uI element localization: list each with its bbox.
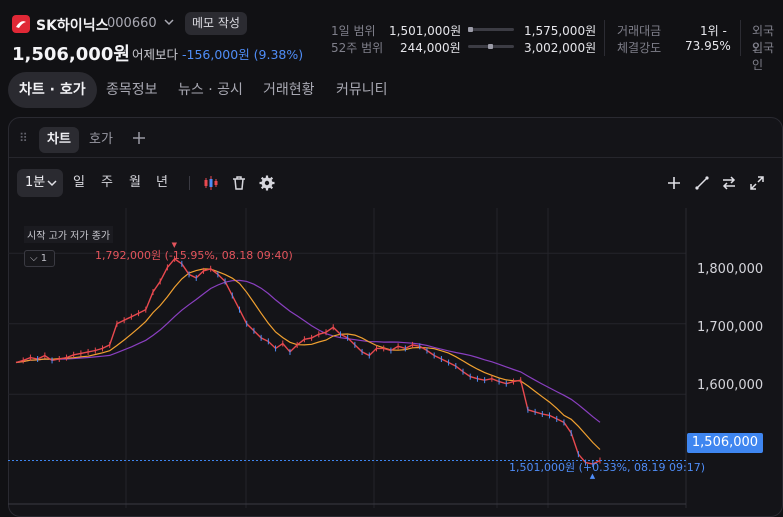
range-52w-label: 52주 범위 (331, 41, 384, 55)
panel-tabs: ⠿ 차트 호가 (9, 118, 782, 158)
moving-average-long (15, 279, 601, 423)
stock-name[interactable]: SK하이닉스 (36, 18, 109, 34)
range-1d-high: 1,575,000원 (524, 24, 597, 38)
period-year[interactable]: 년 (156, 175, 168, 190)
drag-handle-icon[interactable]: ⠿ (19, 131, 28, 145)
draw-line-icon[interactable] (693, 174, 711, 192)
y-tick-label: 1,600,000 (697, 378, 764, 393)
crosshair-plus-icon[interactable] (665, 174, 683, 192)
panel-tab-chart[interactable]: 차트 (39, 127, 79, 153)
trash-icon[interactable] (230, 174, 248, 192)
chevron-down-icon[interactable] (163, 16, 175, 28)
price-line (15, 257, 601, 465)
high-marker: ▼ (172, 241, 178, 249)
toolbar-divider (189, 176, 190, 190)
current-price: 1,506,000원 (12, 44, 130, 65)
candlestick-icon[interactable] (202, 174, 220, 192)
gear-icon[interactable] (258, 174, 276, 192)
chevron-down-icon (47, 180, 57, 187)
stock-header: SK하이닉스 000660 메모 작성 1,506,000원 · 어제보다 -1… (0, 0, 783, 72)
high-annotation: 1,792,000원 (-15.95%, 08.18 09:40) (95, 249, 293, 262)
interval-value: 1분 (25, 175, 46, 190)
foreign-label: 외국인 (752, 24, 775, 55)
tab-trading[interactable]: 거래현황 (263, 82, 315, 98)
vs-yesterday-label: 어제보다 (132, 47, 179, 62)
range-1d-bar (468, 27, 514, 32)
divider (740, 20, 741, 56)
low-marker: ▲ (590, 472, 596, 480)
plus-icon[interactable] (130, 129, 148, 147)
chart-toolbar: 1분 일 주 월 년 (9, 166, 782, 202)
stock-code: 000660 (107, 16, 157, 31)
tab-news[interactable]: 뉴스 · 공시 (178, 82, 243, 98)
tab-community[interactable]: 커뮤니티 (336, 82, 388, 98)
interval-select[interactable]: 1분 (17, 169, 63, 197)
tab-chart-orderbook[interactable]: 차트 · 호가 (8, 72, 97, 108)
range-52w-high: 3,002,000원 (524, 41, 597, 55)
period-day[interactable]: 일 (73, 175, 85, 190)
volume-value: 1위 - (700, 24, 727, 38)
divider (604, 20, 605, 56)
memo-button[interactable]: 메모 작성 (185, 12, 247, 35)
price-chart[interactable]: ▼▲ (8, 208, 783, 508)
moving-average-short (15, 268, 601, 450)
low-annotation: 1,501,000원 (+0.33%, 08.19 09:17) (509, 461, 706, 474)
period-week[interactable]: 주 (101, 175, 113, 190)
foreign-label: 외국인 (752, 41, 775, 72)
strength-value: 73.95% (685, 39, 731, 53)
range-52w-bar (468, 44, 514, 49)
swap-icon[interactable] (720, 174, 738, 192)
y-tick-label: 1,700,000 (697, 320, 764, 335)
stock-logo-icon (12, 15, 30, 33)
tab-stock-info[interactable]: 종목정보 (106, 82, 158, 98)
indicator-toggle[interactable]: ⌵ 1 (24, 250, 55, 267)
period-month[interactable]: 월 (129, 175, 141, 190)
range-1d-label: 1일 범위 (331, 24, 376, 38)
range-1d-low: 1,501,000원 (389, 24, 462, 38)
main-tabs: 차트 · 호가 종목정보 뉴스 · 공시 거래현황 커뮤니티 (0, 72, 783, 108)
chart-panel: ⠿ 차트 호가 1분 일 주 월 년 (8, 117, 783, 517)
ohlc-legend: 시작 고가 저가 종가 (24, 226, 114, 243)
volume-label: 거래대금 (617, 24, 662, 38)
range-52w-low: 244,000원 (400, 41, 461, 55)
price-change: -156,000원 (9.38%) (182, 47, 304, 62)
current-price-label: 1,506,000 (687, 433, 763, 453)
strength-label: 체결강도 (617, 41, 662, 55)
expand-icon[interactable] (748, 174, 766, 192)
separator-dot: · (123, 44, 127, 57)
panel-tab-orderbook[interactable]: 호가 (89, 132, 113, 147)
y-tick-label: 1,800,000 (697, 262, 764, 277)
indicator-count: 1 (40, 253, 48, 264)
